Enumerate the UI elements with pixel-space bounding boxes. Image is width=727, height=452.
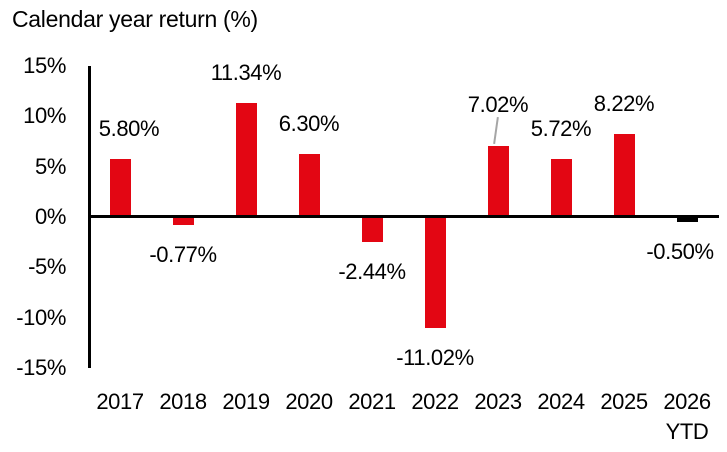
bar-value-label: -11.02% — [396, 345, 474, 370]
bar-value-label: -2.44% — [338, 259, 406, 284]
y-tick-label: 10% — [23, 103, 66, 128]
x-tick-label: 2023 — [458, 387, 538, 417]
bar-value-label: -0.50% — [646, 239, 714, 264]
bar-value-label: 11.34% — [210, 60, 282, 85]
bar — [173, 217, 194, 225]
x-tick-label: 2026 YTD — [647, 387, 727, 447]
bar-value-label: 8.22% — [593, 91, 655, 116]
x-tick-sub-label: YTD — [665, 419, 709, 444]
bar — [551, 159, 572, 217]
bar-value-label: -0.77% — [149, 242, 217, 267]
x-tick-year: 2020 — [285, 389, 333, 414]
chart-title: Calendar year return (%) — [12, 6, 258, 32]
x-tick-label: 2019 — [206, 387, 286, 417]
bar — [425, 217, 446, 328]
x-tick-label: 2021 — [332, 387, 412, 417]
bar-value-label: 7.02% — [467, 92, 529, 117]
y-tick-label: 5% — [35, 154, 66, 179]
x-tick-label: 2018 — [143, 387, 223, 417]
bar — [488, 146, 509, 217]
x-tick-year: 2018 — [159, 389, 207, 414]
bar-value-label: 6.30% — [278, 111, 340, 136]
x-tick-label: 2025 — [584, 387, 664, 417]
x-axis-line — [88, 215, 719, 218]
x-tick-year: 2022 — [411, 389, 459, 414]
bar-value-label: 5.80% — [98, 116, 160, 141]
x-tick-label: 2017 — [80, 387, 160, 417]
bar — [236, 103, 257, 217]
x-tick-label: 2024 — [521, 387, 601, 417]
y-tick-label: 15% — [23, 53, 66, 78]
x-tick-year: 2017 — [96, 389, 144, 414]
bar — [299, 154, 320, 217]
x-tick-year: 2024 — [537, 389, 585, 414]
bar — [614, 134, 635, 217]
x-tick-year: 2025 — [600, 389, 648, 414]
x-tick-label: 2020 — [269, 387, 349, 417]
x-tick-label: 2022 — [395, 387, 475, 417]
x-tick-year: 2023 — [474, 389, 522, 414]
bar — [110, 159, 131, 217]
bar — [677, 217, 698, 222]
y-tick-label: 0% — [35, 204, 66, 229]
bar — [362, 217, 383, 242]
y-tick-label: -10% — [16, 305, 66, 330]
y-tick-label: -15% — [16, 355, 66, 380]
x-tick-year: 2026 — [663, 389, 711, 414]
bar-value-label: 5.72% — [530, 116, 592, 141]
x-tick-year: 2021 — [348, 389, 396, 414]
y-tick-label: -5% — [28, 254, 66, 279]
x-tick-year: 2019 — [222, 389, 270, 414]
